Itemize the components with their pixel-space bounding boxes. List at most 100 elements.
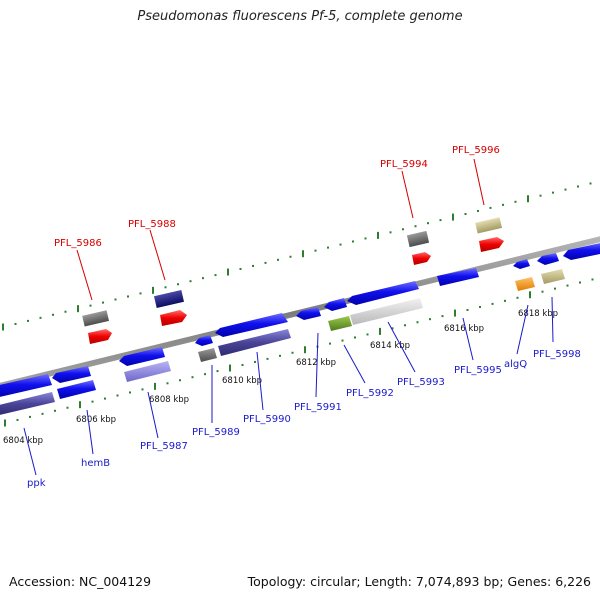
gene-feature[interactable] (563, 242, 600, 260)
gene-label[interactable]: PFL_5998 (533, 349, 581, 360)
gene-label[interactable]: PFL_5995 (454, 365, 502, 376)
tick-mark (479, 305, 481, 308)
tick-mark (27, 319, 29, 322)
tick-mark (402, 228, 404, 231)
tick-mark (227, 268, 229, 276)
gene-feature[interactable] (412, 252, 431, 265)
tick-mark (89, 304, 92, 307)
gene-feature[interactable] (119, 347, 165, 366)
tick-mark (189, 280, 192, 283)
tick-mark (102, 301, 104, 304)
tick-mark (464, 213, 467, 216)
tick-mark (529, 291, 531, 299)
tick-mark (216, 370, 219, 373)
gene-feature[interactable] (52, 366, 91, 383)
kbp-tick-label: 6812 kbp (296, 358, 336, 368)
tick-mark (16, 418, 19, 421)
kbp-tick-label: 6816 kbp (444, 324, 484, 334)
gene-feature[interactable] (215, 313, 288, 337)
gene-feature[interactable] (406, 230, 430, 248)
top-leader-lines (76, 158, 485, 301)
gene-feature[interactable] (57, 380, 96, 399)
tick-mark (152, 286, 154, 294)
gene-feature[interactable] (437, 268, 479, 286)
gene-feature[interactable] (541, 269, 565, 284)
gene-feature[interactable] (195, 335, 213, 346)
gene-feature[interactable] (347, 281, 419, 305)
gene-label[interactable]: hemB (81, 458, 110, 469)
tick-mark (566, 284, 569, 287)
tick-mark (304, 346, 306, 354)
gene-label[interactable]: PFL_5992 (346, 388, 394, 399)
gene-feature[interactable] (479, 237, 504, 252)
accession-text: Accession: NC_004129 (9, 574, 152, 589)
tick-mark (289, 255, 292, 258)
tick-mark (214, 274, 217, 277)
gene-feature[interactable] (513, 259, 530, 269)
gene-feature[interactable] (124, 361, 171, 382)
tick-mark (541, 290, 544, 293)
tick-mark (454, 309, 456, 317)
tick-mark (439, 219, 442, 222)
kbp-tick-label: 6810 kbp (222, 376, 262, 386)
gene-label[interactable]: PFL_5993 (397, 377, 445, 388)
gene-feature[interactable] (475, 217, 503, 234)
tick-mark (564, 188, 567, 191)
tick-mark (252, 264, 254, 267)
gene-feature[interactable] (537, 253, 559, 265)
gene-label[interactable]: PFL_5988 (128, 219, 176, 230)
tick-mark (452, 213, 454, 221)
tick-mark (229, 364, 231, 372)
gene-label[interactable]: ppk (27, 478, 46, 489)
kbp-scale: 6804 kbp 6806 kbp 6808 kbp 6810 kbp 6812… (3, 309, 558, 446)
tick-mark (41, 412, 44, 415)
tick-mark (389, 231, 392, 234)
tick-mark (466, 309, 469, 312)
tick-mark (477, 209, 479, 212)
kbp-tick-label: 6806 kbp (76, 415, 116, 425)
gene-label[interactable]: PFL_5987 (140, 441, 188, 452)
tick-mark (489, 206, 492, 209)
gene-label[interactable]: PFL_5986 (54, 238, 102, 249)
tick-mark (554, 287, 556, 290)
tick-mark (129, 391, 131, 394)
gene-feature[interactable] (88, 329, 112, 344)
tick-mark (414, 225, 417, 228)
gene-feature[interactable] (154, 290, 184, 308)
tick-mark (266, 357, 269, 360)
gene-feature[interactable] (160, 310, 187, 326)
gene-label[interactable]: algQ (504, 359, 527, 370)
tick-mark (77, 305, 79, 313)
gene-feature[interactable] (82, 310, 110, 327)
kbp-tick-label: 6808 kbp (149, 395, 189, 405)
gene-label[interactable]: PFL_5991 (294, 402, 342, 413)
lower-strand-features (0, 242, 600, 416)
gene-feature[interactable] (0, 374, 52, 398)
gene-feature[interactable] (198, 348, 217, 362)
gene-label[interactable]: PFL_5989 (192, 427, 240, 438)
gene-label[interactable]: PFL_5994 (380, 159, 428, 170)
gene-feature[interactable] (515, 277, 535, 291)
tick-mark (241, 363, 244, 366)
tick-mark (302, 250, 304, 258)
gene-feature[interactable] (296, 307, 321, 320)
gene-feature[interactable] (350, 298, 423, 325)
tick-mark (427, 222, 429, 225)
gene-feature[interactable] (324, 298, 347, 311)
topology-text: Topology: circular; Length: 7,074,893 bp… (247, 574, 591, 589)
tick-mark (514, 200, 517, 203)
tick-mark (166, 382, 169, 385)
tick-mark (339, 243, 342, 246)
tick-mark (202, 277, 204, 280)
gene-label[interactable]: PFL_5990 (243, 414, 291, 425)
tick-mark (14, 322, 17, 325)
gene-feature[interactable] (328, 316, 352, 331)
tick-mark (502, 203, 504, 206)
tick-mark (491, 302, 494, 305)
tick-mark (391, 327, 394, 330)
gene-label[interactable]: PFL_5996 (452, 145, 500, 156)
gene-feature[interactable] (0, 392, 55, 416)
gene-feature[interactable] (218, 329, 291, 356)
tick-mark (441, 315, 444, 318)
